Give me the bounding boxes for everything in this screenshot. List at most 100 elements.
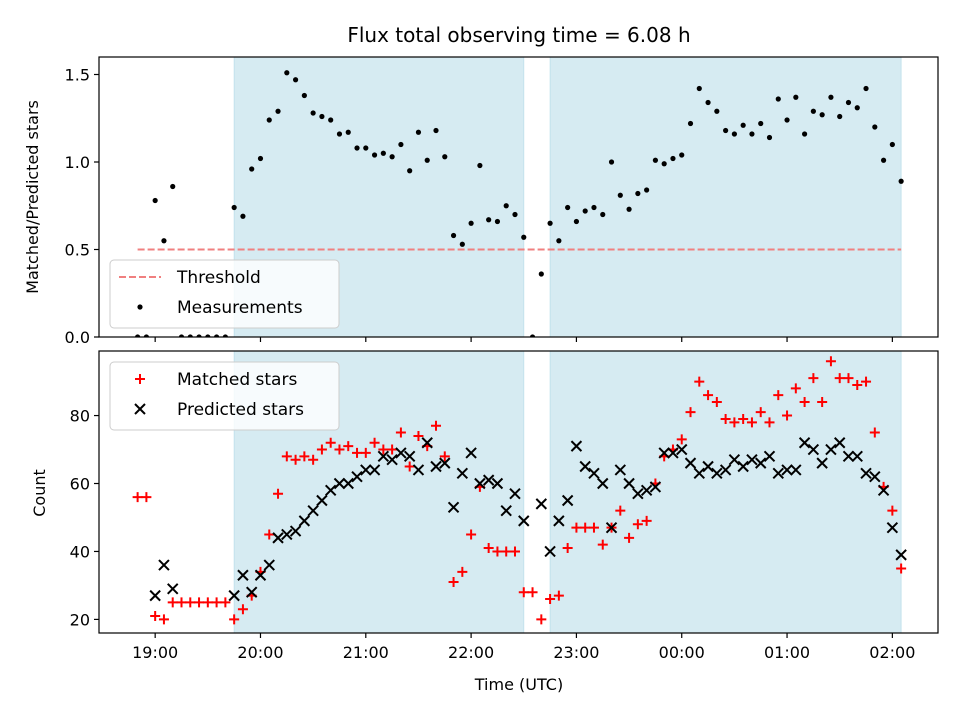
series-matched-stars-point: [343, 441, 354, 452]
series-measurements-point: [845, 99, 852, 106]
series-predicted-stars-point: [658, 447, 670, 459]
series-measurements-point: [828, 94, 834, 100]
series-predicted-stars-point: [544, 545, 556, 558]
series-predicted-stars-point: [272, 532, 284, 544]
series-predicted-stars-point: [281, 528, 293, 541]
x-tick-label: 01:00: [764, 643, 810, 662]
series-predicted-stars-point: [570, 440, 583, 452]
series-matched-stars-point: [194, 597, 205, 608]
series-predicted-stars-point: [412, 464, 425, 476]
axes-frame: [98, 350, 939, 634]
series-measurements-point: [758, 120, 764, 127]
series-matched-stars-point: [896, 563, 907, 574]
series-predicted-stars-point: [833, 437, 846, 449]
series-predicted-stars-point: [430, 460, 442, 473]
series-measurements-point: [837, 113, 843, 120]
series-matched-stars-point: [685, 407, 696, 418]
x-tick-label: 02:00: [869, 643, 915, 662]
series-predicted-stars-point: [579, 460, 591, 473]
series-measurements-point: [529, 334, 536, 337]
top-panel: 0.0 0.5 1.0 1.5 Threshold Measurements: [65, 56, 939, 347]
series-matched-stars-point: [799, 396, 810, 407]
legend-box: [109, 259, 340, 329]
series-predicted-stars-point: [289, 525, 302, 537]
series-measurements-point: [214, 334, 220, 337]
legend-swatch: [134, 403, 146, 415]
series-matched-stars-point: [588, 522, 599, 533]
series-predicted-stars-point: [798, 437, 811, 449]
series-matched-stars-point: [457, 566, 468, 577]
series-measurements-point: [582, 208, 588, 214]
series-matched-stars-point: [852, 379, 863, 390]
series-predicted-stars-point: [482, 474, 495, 486]
series-predicted-stars-point: [447, 501, 460, 513]
series-matched-stars-point: [404, 461, 415, 472]
series-matched-stars-point: [773, 390, 784, 401]
series-predicted-stars-point: [605, 521, 618, 534]
series-predicted-stars-point: [597, 477, 609, 490]
series-matched-stars-point: [378, 444, 389, 455]
chart-title: Flux total observing time = 6.08 h: [347, 23, 690, 47]
series-predicted-stars-point: [886, 521, 899, 534]
series-measurements-point: [363, 145, 369, 151]
series-measurements-point: [652, 157, 659, 163]
series-matched-stars-point: [755, 407, 766, 418]
bottom-panel: 20 40 60 80 19:00 20:00 21:00 22:00 23:00 00:00 01…: [70, 350, 939, 662]
plot-area: [132, 356, 907, 625]
series-matched-stars-point: [202, 597, 213, 608]
series-matched-stars-point: [545, 594, 556, 605]
series-predicted-stars-point: [588, 467, 600, 480]
series-matched-stars-point: [825, 356, 836, 367]
series-measurements-point: [547, 220, 553, 226]
series-measurements-point: [486, 217, 492, 223]
series-predicted-stars-point: [614, 464, 627, 476]
series-matched-stars-point: [817, 396, 828, 407]
series-measurements-point: [819, 112, 825, 118]
legend-swatch: [137, 304, 143, 310]
series-predicted-stars-point: [772, 467, 784, 480]
series-predicted-stars-point: [237, 569, 249, 581]
series-matched-stars-point: [150, 611, 161, 622]
series-measurements-point: [810, 108, 816, 114]
y-tick-label: 80: [70, 407, 90, 426]
series-measurements-point: [178, 334, 185, 337]
series-matched-stars-point: [185, 597, 196, 608]
series-matched-stars-point: [869, 427, 880, 438]
series-measurements-point: [477, 162, 483, 169]
series-matched-stars-point: [431, 420, 442, 431]
series-measurements-point: [257, 155, 264, 162]
series-measurements-point: [740, 122, 746, 128]
series-measurements-point: [170, 183, 176, 190]
series-measurements-point: [398, 141, 404, 148]
series-measurements-point: [433, 127, 439, 134]
series-predicted-stars-point: [421, 437, 433, 449]
series-predicted-stars-point: [851, 450, 863, 463]
series-predicted-stars-point: [307, 504, 319, 517]
series-measurements-point: [371, 152, 378, 158]
series-measurements-point: [345, 129, 351, 135]
bottom-y-axis-label: Count: [30, 469, 49, 517]
y-tick-label: 1.0: [65, 153, 90, 172]
series-predicted-stars-point: [360, 464, 372, 476]
series-measurements-point: [187, 334, 193, 337]
series-measurements-point: [714, 108, 720, 114]
y-tick-label: 20: [70, 610, 90, 629]
series-matched-stars-point: [448, 577, 459, 588]
series-measurements-point: [863, 85, 869, 92]
top-y-axis-label: Matched/Predicted stars: [23, 100, 42, 294]
series-predicted-stars-point: [465, 447, 477, 459]
series-matched-stars-point: [676, 434, 687, 445]
x-tick-label: 20:00: [237, 643, 283, 662]
series-matched-stars-point: [746, 417, 757, 428]
series-matched-stars-point: [158, 614, 169, 625]
series-measurements-point: [205, 334, 211, 337]
series-matched-stars-point: [615, 505, 626, 516]
series-predicted-stars-point: [342, 477, 354, 490]
series-predicted-stars-point: [869, 471, 881, 483]
series-predicted-stars-point: [316, 494, 328, 507]
series-measurements-point: [328, 117, 334, 123]
series-predicted-stars-point: [377, 450, 390, 463]
series-predicted-stars-point: [693, 467, 705, 480]
series-matched-stars-point: [264, 529, 275, 540]
series-measurements-point: [442, 154, 448, 160]
